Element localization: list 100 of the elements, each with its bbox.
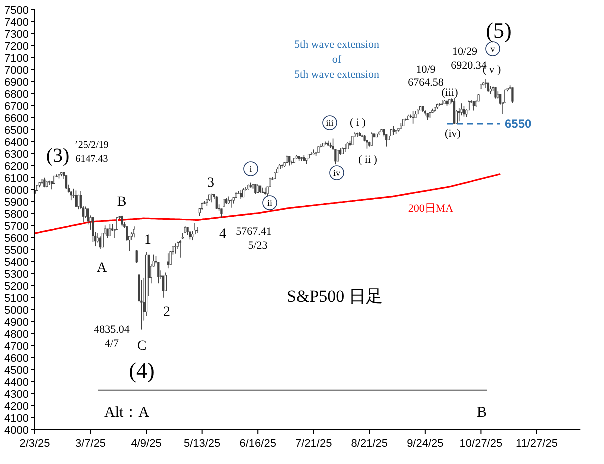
annotation: 3 <box>208 176 214 191</box>
candlestick <box>164 272 167 292</box>
x-tick-label: 7/21/25 <box>296 438 332 450</box>
annotation: A <box>96 261 108 276</box>
candlestick <box>220 208 223 218</box>
candlestick <box>412 110 414 124</box>
y-tick-label: 5200 <box>4 280 29 293</box>
y-tick-label: 5500 <box>4 244 29 257</box>
candlestick <box>78 194 80 210</box>
candlestick <box>196 226 199 234</box>
y-tick-label: 4000 <box>4 424 29 437</box>
candlestick <box>288 156 291 166</box>
annotation: (iii) <box>442 87 459 99</box>
y-tick-label: 6400 <box>4 136 29 149</box>
annotation: Alt：A <box>104 405 150 421</box>
annotation: B <box>117 195 127 210</box>
candlestick <box>216 196 218 210</box>
annotation: of <box>332 54 342 66</box>
candlestick <box>337 150 340 162</box>
y-tick-label: 7500 <box>4 4 29 17</box>
candlestick <box>109 224 112 237</box>
x-tick-label: 4/9/25 <box>131 438 162 450</box>
annotation: 6147.43 <box>76 154 108 165</box>
candlestick <box>463 106 466 118</box>
annotation: (4) <box>129 358 155 383</box>
x-tick-label: 10/27/25 <box>460 438 503 450</box>
annotation: 5th wave extension <box>294 69 380 81</box>
candlestick <box>453 98 456 124</box>
candlestick <box>44 177 46 188</box>
candlestick <box>133 226 136 238</box>
candlestick <box>356 132 359 138</box>
text: S&P500 日足 <box>287 287 383 306</box>
candlestick <box>65 175 68 190</box>
y-tick-label: 6000 <box>4 184 29 197</box>
annotation: 1 <box>144 233 152 248</box>
x-tick-label: 8/21/25 <box>351 438 388 450</box>
candlestick <box>179 240 182 258</box>
y-tick-label: 4500 <box>4 364 29 377</box>
y-tick-label: 5400 <box>4 256 29 269</box>
annotation: 4/7 <box>104 338 120 350</box>
x-tick-label: 6/16/25 <box>240 438 276 450</box>
annotation: B <box>476 405 488 421</box>
annotation: 4 <box>220 227 226 242</box>
x-tick-label: 5/13/25 <box>184 438 221 450</box>
candlestick <box>512 87 514 104</box>
y-tick-label: 5000 <box>4 304 29 317</box>
x-tick-label: 3/7/25 <box>75 438 106 450</box>
candlestick <box>344 144 346 152</box>
y-tick-label: 6800 <box>4 88 29 101</box>
y-tick-label: 4700 <box>4 340 29 353</box>
y-tick-label: 6100 <box>4 172 29 185</box>
annotation: C <box>137 339 147 354</box>
annotation: 10/29 <box>452 46 478 58</box>
annotation: ( ii ) <box>358 154 378 166</box>
y-tick-label: 6500 <box>4 124 29 137</box>
ref-line-label: 6550 <box>505 117 532 132</box>
annotation: 4835.04 <box>94 324 130 336</box>
y-tick-label: 4800 <box>4 328 29 341</box>
candlestick <box>136 250 138 264</box>
annotation: 5/23 <box>248 240 268 252</box>
candlestick <box>494 87 497 100</box>
candlestick <box>371 132 374 146</box>
y-tick-label: 5900 <box>4 196 29 209</box>
y-tick-label: 6900 <box>4 76 29 89</box>
annotation: ii <box>267 198 273 208</box>
y-tick-label: 5600 <box>4 232 29 245</box>
y-tick-label: 6700 <box>4 100 29 113</box>
y-tick-label: 7400 <box>4 16 29 29</box>
y-tick-label: 7100 <box>4 52 29 65</box>
candlestick <box>182 232 184 240</box>
y-tick-label: 7200 <box>4 40 29 53</box>
candlestick <box>99 236 102 250</box>
annotation: 5767.41 <box>236 226 272 238</box>
candlestick <box>312 149 315 155</box>
candlestick <box>392 126 395 136</box>
y-tick-label: 6600 <box>4 112 29 125</box>
y-tick-label: 4900 <box>4 316 29 329</box>
candlestick <box>116 216 118 230</box>
x-tick-label: 2/3/25 <box>20 438 50 450</box>
x-tick-label: 11/27/25 <box>516 438 558 450</box>
annotation: 2 <box>164 305 170 320</box>
annotation: v <box>490 44 496 54</box>
candlestick <box>84 206 87 219</box>
x-tick-label: 9/24/25 <box>407 438 444 450</box>
annotation: (3) <box>46 145 70 167</box>
annotation: i <box>250 164 253 174</box>
annotation: 6764.58 <box>408 77 444 89</box>
y-tick-label: 5800 <box>4 208 29 221</box>
candlestick <box>254 184 257 195</box>
y-tick-label: 4100 <box>4 412 29 425</box>
candlestick <box>242 188 245 198</box>
y-tick-label: 4300 <box>4 388 29 401</box>
candlestick <box>240 190 242 200</box>
candlestick <box>106 228 109 239</box>
candlestick <box>174 243 177 254</box>
candlestick <box>210 193 214 203</box>
annotation: 200日MA <box>408 203 454 215</box>
annotation: (iv) <box>445 128 462 140</box>
y-tick-label: 7300 <box>4 28 29 41</box>
candlestick <box>262 187 264 194</box>
